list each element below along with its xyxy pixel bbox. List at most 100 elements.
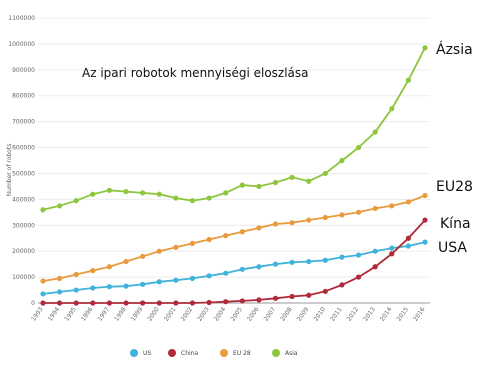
data-point <box>372 248 378 254</box>
data-point <box>422 192 428 199</box>
data-point <box>405 77 411 83</box>
x-tick-label: 1994 <box>47 306 62 323</box>
data-point <box>40 291 46 297</box>
y-tick-label: 500000 <box>12 170 35 177</box>
y-axis-label: Number of robots <box>6 144 13 197</box>
series-line <box>42 241 426 295</box>
x-tick-label: 2002 <box>180 306 195 323</box>
data-point <box>422 45 428 51</box>
data-point <box>223 190 229 196</box>
series-label: Ázsia <box>436 41 473 58</box>
legend-label: EU 28 <box>233 350 251 357</box>
legend-label: US <box>143 350 151 357</box>
data-point <box>90 285 96 291</box>
legend-marker <box>130 349 138 357</box>
data-point <box>173 277 179 283</box>
data-point <box>206 299 212 306</box>
data-point <box>40 300 46 306</box>
legend-label: China <box>181 350 198 357</box>
data-point <box>389 251 395 257</box>
data-point <box>140 190 146 196</box>
data-point <box>57 289 63 295</box>
data-point <box>90 191 96 197</box>
data-point <box>206 273 212 279</box>
legend-marker <box>168 349 176 357</box>
x-tick-label: 2000 <box>146 306 161 323</box>
y-tick-label: 700000 <box>12 119 35 126</box>
y-tick-label: 400000 <box>12 196 35 203</box>
data-point <box>239 182 245 188</box>
data-point <box>206 236 212 243</box>
data-point <box>355 274 362 280</box>
data-point <box>289 293 295 300</box>
x-tick-label: 2015 <box>396 306 411 323</box>
data-point <box>173 300 179 306</box>
data-point <box>322 257 328 263</box>
data-point <box>322 170 328 177</box>
x-tick-label: 2007 <box>263 306 278 323</box>
data-point <box>306 258 312 265</box>
data-point <box>156 300 162 306</box>
data-point <box>73 287 79 293</box>
chart-title: Az ipari robotok mennyiségi eloszlása <box>82 66 309 80</box>
legend-label: Asia <box>285 350 298 357</box>
data-point <box>73 300 79 306</box>
data-point <box>306 292 312 298</box>
data-point <box>422 239 428 245</box>
data-point <box>306 178 312 184</box>
data-point <box>223 299 229 305</box>
x-tick-label: 2013 <box>362 306 377 323</box>
x-tick-label: 1998 <box>113 306 128 323</box>
data-point <box>156 191 162 197</box>
data-point <box>239 266 245 272</box>
data-point <box>140 281 146 287</box>
y-tick-label: 1100000 <box>8 15 35 22</box>
data-point <box>223 233 229 239</box>
x-tick-label: 2014 <box>379 306 394 323</box>
data-point <box>189 300 196 306</box>
x-tick-label: 2004 <box>213 306 228 323</box>
data-point <box>256 225 262 231</box>
data-point <box>306 217 312 223</box>
series-line <box>42 194 426 282</box>
series-lines <box>42 47 426 304</box>
x-tick-label: 1996 <box>80 306 95 323</box>
data-point <box>123 188 129 195</box>
grid-lines <box>38 17 430 304</box>
data-point <box>123 258 129 265</box>
legend-marker <box>272 349 280 357</box>
data-point <box>405 243 411 249</box>
data-point <box>372 129 378 135</box>
data-point <box>405 235 411 241</box>
data-point <box>106 264 113 270</box>
series-label: EU28 <box>436 179 473 195</box>
data-point <box>73 271 79 278</box>
data-point <box>256 264 262 270</box>
series-label: USA <box>438 240 467 256</box>
data-point <box>57 300 63 306</box>
x-tick-label: 2008 <box>279 306 294 323</box>
data-point <box>405 199 411 205</box>
data-point <box>339 282 345 288</box>
data-point <box>256 183 262 190</box>
x-axis-ticks: 1993 1994 1995 1996 1997 1998 1999 2000 2001 2002… <box>30 306 427 323</box>
data-point <box>140 253 146 259</box>
data-point <box>57 203 63 209</box>
data-point <box>106 187 113 193</box>
data-point <box>372 205 378 212</box>
y-tick-label: 200000 <box>12 248 35 255</box>
data-point <box>422 217 428 223</box>
data-point <box>40 207 46 213</box>
data-point <box>90 300 96 306</box>
y-tick-label: 0 <box>31 300 35 307</box>
x-tick-label: 2003 <box>196 306 211 323</box>
data-point <box>239 229 245 235</box>
data-point <box>239 298 245 304</box>
data-point <box>156 279 162 285</box>
series-line <box>42 47 426 211</box>
data-point <box>339 212 345 218</box>
x-tick-label: 2012 <box>346 306 361 323</box>
y-axis-ticks: 0 100000 200000 300000 400000 500000 600000 700… <box>8 15 35 307</box>
data-point <box>322 288 328 294</box>
data-point <box>355 144 362 151</box>
